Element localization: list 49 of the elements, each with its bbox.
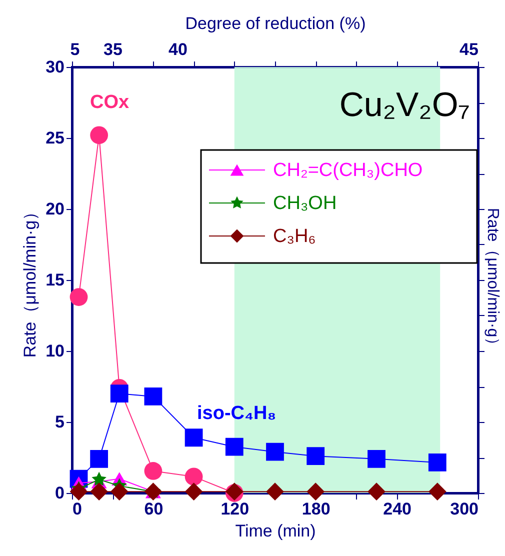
y-tick-label: 10 [46, 342, 64, 360]
point [144, 387, 162, 406]
point [266, 442, 284, 461]
legend-label: CH₂=C(CH₃)CHO [273, 160, 423, 181]
x2-axis-title: Degree of reduction (%) [185, 14, 366, 33]
x-axis-title: Time (min) [235, 522, 316, 540]
point [428, 454, 446, 472]
x-tick-label: 120 [220, 500, 250, 518]
point [92, 472, 106, 486]
y-tick-label: 5 [55, 412, 64, 432]
text: Cu₂V₂O₇ [339, 86, 470, 124]
y-tick-label: 30 [46, 58, 64, 76]
text: 5 [70, 40, 80, 59]
point [184, 468, 203, 486]
y-axis-title: Rate（μmol/min·g） [20, 203, 40, 358]
point [225, 438, 244, 456]
x-tick-label: 240 [383, 500, 412, 518]
point [368, 450, 386, 468]
y-tick-label: 20 [46, 200, 64, 218]
point [184, 482, 203, 501]
text: 35 [104, 40, 122, 59]
annotation: COx [90, 92, 130, 113]
point [90, 126, 108, 144]
x-tick-label: 0 [72, 500, 82, 518]
point [110, 384, 128, 403]
point [70, 288, 88, 306]
x-tick-label: 60 [144, 500, 164, 518]
point [90, 482, 108, 501]
point [266, 482, 284, 501]
legend-label: C₃H₆ [273, 226, 316, 247]
text: 40 [168, 40, 188, 59]
point [144, 462, 162, 480]
point [90, 450, 108, 468]
y2-axis-title: Rate（μmol/min·g） [484, 208, 501, 354]
text: 45 [460, 40, 478, 59]
point [428, 482, 446, 501]
annotation: iso-C₄H₈ [197, 403, 276, 424]
x-tick-label: 300 [450, 500, 478, 518]
point [306, 447, 325, 466]
y-tick-label: 25 [46, 128, 64, 148]
x-tick-label: 180 [302, 500, 330, 518]
point [306, 482, 325, 501]
legend-label: CH₃OH [273, 193, 337, 214]
point [110, 482, 128, 501]
point [368, 482, 386, 501]
y-tick-label: 0 [55, 484, 64, 502]
point [184, 428, 203, 447]
y-tick-label: 15 [46, 270, 64, 290]
point [70, 482, 88, 501]
